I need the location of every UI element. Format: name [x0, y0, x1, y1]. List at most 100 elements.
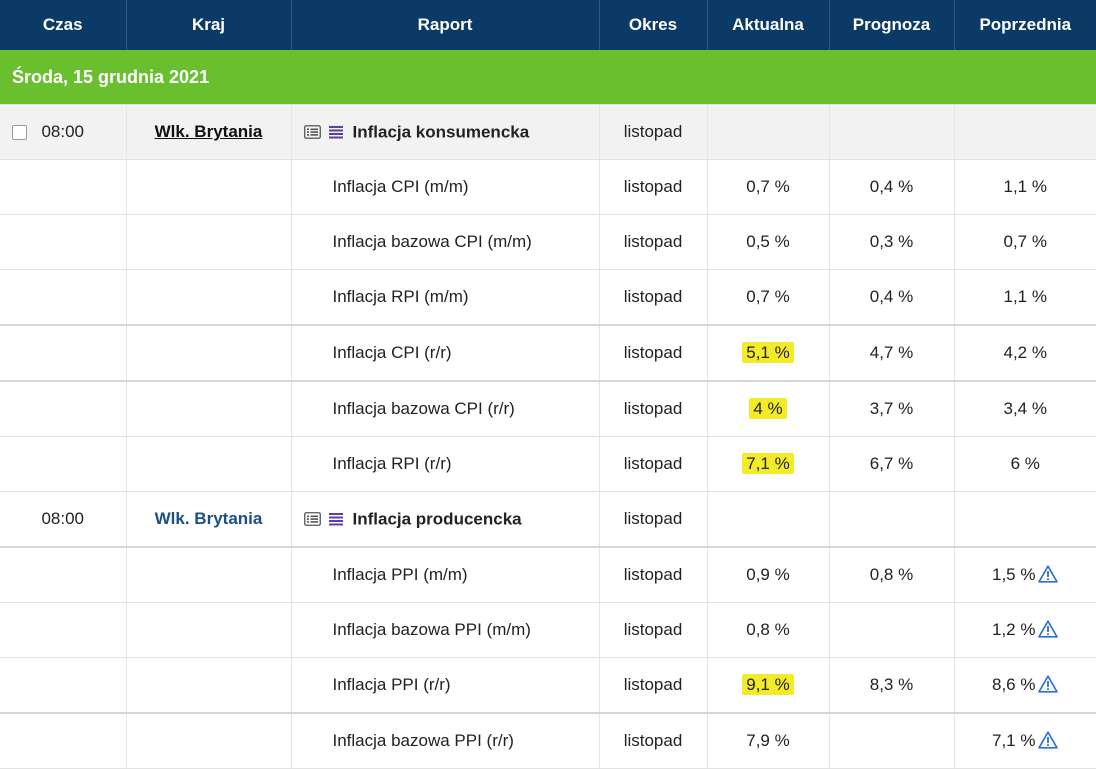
warning-icon[interactable] — [1038, 565, 1058, 583]
indicator-row: Inflacja bazowa PPI (r/r) listopad 7,9 %… — [0, 713, 1096, 769]
indicator-name: Inflacja RPI (m/m) — [291, 269, 600, 326]
indicator-row: Inflacja RPI (r/r) listopad 7,1 % 6,7 % … — [0, 436, 1096, 492]
event-row[interactable]: 08:00 Wlk. Brytania Inflacja konsumencka… — [0, 104, 1096, 160]
event-time: 08:00 — [41, 509, 85, 528]
indicator-forecast: 8,3 % — [829, 657, 955, 714]
report-details-icon[interactable] — [304, 125, 321, 139]
indicator-actual: 0,7 % — [707, 269, 830, 326]
event-report-name: Inflacja producencka — [352, 509, 522, 529]
indicator-name: Inflacja bazowa PPI (m/m) — [291, 602, 600, 658]
indicator-row: Inflacja bazowa CPI (m/m) listopad 0,5 %… — [0, 214, 1096, 270]
warning-icon[interactable] — [1038, 731, 1058, 749]
indicator-actual: 5,1 % — [707, 325, 830, 382]
indicator-name: Inflacja CPI (r/r) — [291, 325, 600, 382]
indicator-period: listopad — [599, 381, 708, 437]
indicator-actual: 4 % — [707, 381, 830, 437]
indicator-row: Inflacja PPI (m/m) listopad 0,9 % 0,8 % … — [0, 547, 1096, 603]
header-report[interactable]: Raport — [291, 0, 600, 50]
event-country-cell: Wlk. Brytania — [126, 104, 292, 160]
event-period: listopad — [599, 491, 708, 548]
event-row[interactable]: 08:00 Wlk. Brytania Inflacja producencka… — [0, 491, 1096, 548]
indicator-period: listopad — [599, 269, 708, 326]
indicator-forecast — [829, 602, 955, 658]
country-link[interactable]: Wlk. Brytania — [154, 122, 263, 141]
date-row: Środa, 15 grudnia 2021 — [0, 50, 1096, 105]
indicator-forecast: 0,4 % — [829, 159, 955, 215]
header-forecast[interactable]: Prognoza — [829, 0, 955, 50]
indicator-previous: 7,1 % — [954, 713, 1096, 769]
event-report-cell: Inflacja producencka — [291, 491, 600, 548]
indicator-actual: 0,5 % — [707, 214, 830, 270]
indicator-period: listopad — [599, 214, 708, 270]
indicator-forecast: 6,7 % — [829, 436, 955, 492]
indicator-forecast: 3,7 % — [829, 381, 955, 437]
report-details-icon[interactable] — [304, 512, 321, 526]
indicator-row: Inflacja CPI (m/m) listopad 0,7 % 0,4 % … — [0, 159, 1096, 215]
indicator-row: Inflacja RPI (m/m) listopad 0,7 % 0,4 % … — [0, 269, 1096, 326]
indicator-row: Inflacja bazowa PPI (m/m) listopad 0,8 %… — [0, 602, 1096, 658]
event-country-cell: Wlk. Brytania — [126, 491, 292, 548]
header-period[interactable]: Okres — [599, 0, 708, 50]
indicator-name: Inflacja PPI (m/m) — [291, 547, 600, 603]
list-icon[interactable] — [329, 512, 343, 526]
indicator-period: listopad — [599, 713, 708, 769]
indicator-period: listopad — [599, 436, 708, 492]
highlighted-value: 7,1 % — [742, 453, 794, 474]
header-row: Czas Kraj Raport Okres Aktualna Prognoza… — [0, 0, 1096, 50]
event-time-cell: 08:00 — [0, 104, 127, 160]
indicator-forecast — [829, 713, 955, 769]
indicator-period: listopad — [599, 602, 708, 658]
indicator-actual: 0,8 % — [707, 602, 830, 658]
indicator-period: listopad — [599, 325, 708, 382]
warning-icon[interactable] — [1038, 675, 1058, 693]
indicator-name: Inflacja bazowa CPI (r/r) — [291, 381, 600, 437]
header-country[interactable]: Kraj — [126, 0, 292, 50]
header-time[interactable]: Czas — [0, 0, 127, 50]
indicator-forecast: 0,8 % — [829, 547, 955, 603]
header-actual[interactable]: Aktualna — [707, 0, 830, 50]
indicator-previous: 1,5 % — [954, 547, 1096, 603]
header-previous[interactable]: Poprzednia — [954, 0, 1096, 50]
indicator-actual: 0,7 % — [707, 159, 830, 215]
list-icon[interactable] — [329, 125, 343, 139]
previous-value: 7,1 % — [992, 731, 1036, 750]
indicator-row: Inflacja CPI (r/r) listopad 5,1 % 4,7 % … — [0, 325, 1096, 382]
indicator-period: listopad — [599, 657, 708, 714]
indicator-previous: 3,4 % — [954, 381, 1096, 437]
indicator-actual: 7,9 % — [707, 713, 830, 769]
indicator-name: Inflacja PPI (r/r) — [291, 657, 600, 714]
event-forecast — [829, 104, 955, 160]
indicator-row: Inflacja bazowa CPI (r/r) listopad 4 % 3… — [0, 381, 1096, 437]
indicator-previous: 1,1 % — [954, 269, 1096, 326]
indicator-name: Inflacja bazowa CPI (m/m) — [291, 214, 600, 270]
event-period: listopad — [599, 104, 708, 160]
event-previous — [954, 491, 1096, 548]
event-forecast — [829, 491, 955, 548]
indicator-period: listopad — [599, 159, 708, 215]
indicator-actual: 0,9 % — [707, 547, 830, 603]
indicator-name: Inflacja bazowa PPI (r/r) — [291, 713, 600, 769]
indicator-forecast: 0,4 % — [829, 269, 955, 326]
warning-icon[interactable] — [1038, 620, 1058, 638]
indicator-name: Inflacja CPI (m/m) — [291, 159, 600, 215]
indicator-period: listopad — [599, 547, 708, 603]
event-actual — [707, 104, 830, 160]
indicator-actual: 9,1 % — [707, 657, 830, 714]
previous-value: 1,2 % — [992, 620, 1036, 639]
event-time: 08:00 — [41, 122, 85, 141]
indicator-row: Inflacja PPI (r/r) listopad 9,1 % 8,3 % … — [0, 657, 1096, 714]
indicator-forecast: 0,3 % — [829, 214, 955, 270]
indicator-previous: 6 % — [954, 436, 1096, 492]
indicator-previous: 1,2 % — [954, 602, 1096, 658]
event-previous — [954, 104, 1096, 160]
indicator-previous: 8,6 % — [954, 657, 1096, 714]
highlighted-value: 4 % — [749, 398, 787, 419]
indicator-previous: 1,1 % — [954, 159, 1096, 215]
previous-value: 8,6 % — [992, 675, 1036, 694]
event-checkbox[interactable] — [12, 125, 27, 140]
highlighted-value: 9,1 % — [742, 674, 794, 695]
country-link[interactable]: Wlk. Brytania — [154, 509, 263, 528]
indicator-previous: 4,2 % — [954, 325, 1096, 382]
event-time-cell: 08:00 — [0, 491, 127, 548]
